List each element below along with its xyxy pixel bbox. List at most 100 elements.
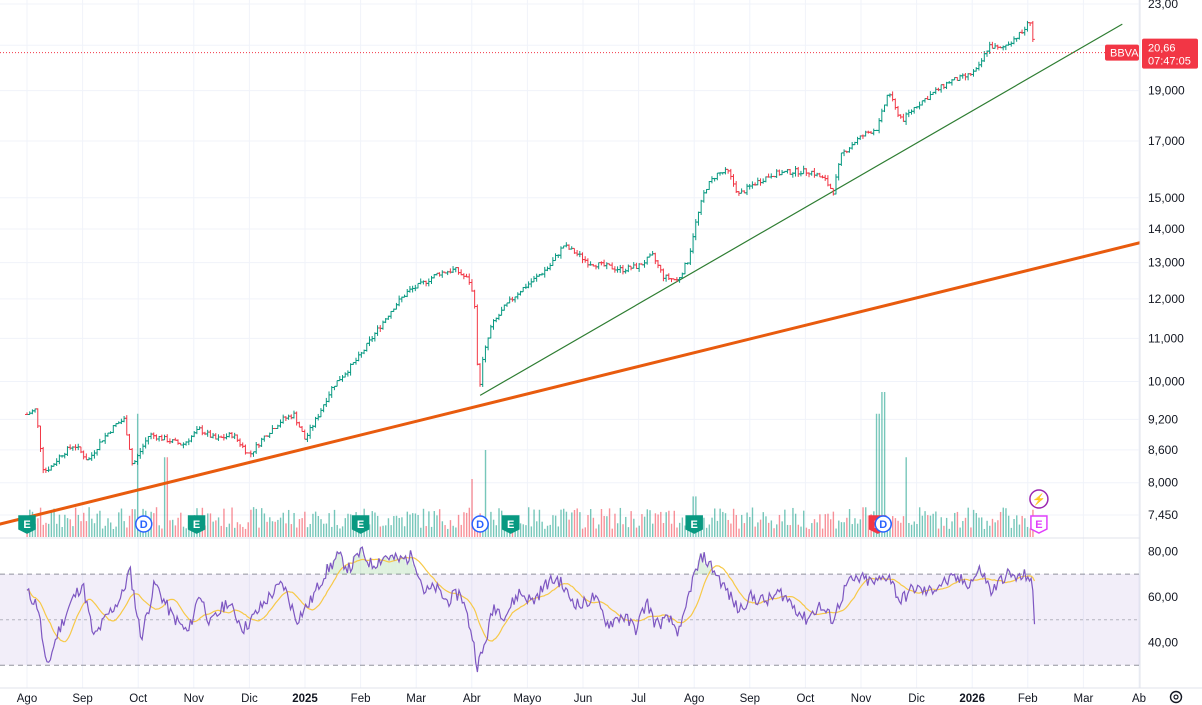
earnings-event-marker[interactable]: E <box>18 515 36 534</box>
rsi-overbought-fill <box>402 558 404 575</box>
volume-bar <box>58 514 61 537</box>
earnings-event-marker[interactable]: E <box>685 515 703 534</box>
price-tick-label: 11,000 <box>1148 331 1184 345</box>
volume-bar <box>989 525 991 537</box>
settings-icon[interactable] <box>1169 690 1183 704</box>
volume-bar <box>225 527 228 537</box>
rsi-overbought-fill <box>410 557 413 575</box>
volume-bar <box>247 522 249 537</box>
rsi-overbought-fill <box>348 571 351 575</box>
volume-bar <box>811 523 813 537</box>
volume-bar <box>816 522 818 537</box>
rsi-overbought-fill <box>702 552 705 575</box>
volume-bar <box>948 528 951 537</box>
rsi-overbought-fill <box>403 555 406 575</box>
volume-bar <box>492 519 495 537</box>
volume-bar <box>409 514 411 537</box>
dividend-event-marker[interactable]: D <box>874 515 892 533</box>
earnings-event-marker[interactable]: E <box>351 515 370 534</box>
rsi-overbought-fill <box>375 566 378 575</box>
rsi-overbought-fill <box>1007 571 1010 575</box>
volume-bar <box>835 528 837 537</box>
volume-bar <box>945 517 948 537</box>
volume-bar <box>376 515 379 537</box>
volume-bar <box>714 508 716 537</box>
dividend-icon <box>471 515 489 533</box>
earnings-event-marker[interactable]: E <box>501 515 520 534</box>
volume-bar <box>339 528 341 537</box>
volume-bar <box>371 511 373 537</box>
price-axis[interactable]: 23,0021,0019,00017,00015,00014,00013,000… <box>1148 0 1185 522</box>
rsi-axis[interactable]: 80,00 60,00 40,00 <box>1148 544 1178 649</box>
volume-bar <box>463 512 465 537</box>
volume-bar <box>441 521 444 537</box>
volume-bar <box>277 519 279 537</box>
rsi-overbought-fill <box>377 558 379 575</box>
rsi-overbought-fill <box>353 554 356 575</box>
volume-bar <box>967 507 969 537</box>
volume-bar <box>565 511 568 537</box>
volume-bar <box>490 511 492 537</box>
price-tick-label: 17,000 <box>1148 134 1185 148</box>
volume-bar <box>571 512 573 537</box>
dividend-event-marker[interactable]: D <box>471 515 489 533</box>
dividend-event-marker[interactable]: D <box>135 515 153 533</box>
volume-bar <box>668 510 670 537</box>
time-tick-label: Mayo <box>513 693 541 705</box>
grid <box>0 0 1140 688</box>
short-term-trendline[interactable] <box>479 23 1123 396</box>
volume-bar <box>323 523 325 537</box>
volume-bar <box>74 507 77 537</box>
volume-bar <box>266 521 268 537</box>
volume-bar <box>374 512 376 537</box>
volume-bar <box>215 520 217 537</box>
volume-bar <box>829 519 832 537</box>
volume-bar <box>1010 527 1013 537</box>
volume-bar <box>56 523 58 537</box>
volume-bar <box>433 511 435 537</box>
rsi-overbought-fill <box>362 554 364 575</box>
volume-bar <box>705 527 708 537</box>
volume-bar <box>77 514 80 537</box>
volume-bar <box>646 509 649 537</box>
volume-bar <box>652 523 654 537</box>
rsi-overbought-fill <box>370 568 373 575</box>
flash-event-marker[interactable]: ⚡ <box>1029 489 1049 509</box>
rsi-overbought-fill <box>407 560 409 575</box>
volume-bar <box>902 516 905 537</box>
volume-bar <box>722 511 724 537</box>
rsi-overbought-fill <box>342 569 344 575</box>
volume-bar <box>495 525 498 537</box>
volume-bar <box>412 513 414 537</box>
volume-bar <box>827 513 829 537</box>
rsi-overbought-fill <box>712 570 715 575</box>
volume-bar <box>927 515 929 537</box>
event-markers[interactable]: EDEEDEEEDE⚡ <box>18 489 1049 534</box>
volume-bar <box>749 517 751 537</box>
earnings-event-marker[interactable]: E <box>187 515 206 534</box>
earnings-upcoming-event-marker[interactable]: E <box>1030 515 1048 534</box>
volume-bar <box>1024 518 1026 537</box>
volume-bar <box>687 527 689 537</box>
rsi-overbought-fill <box>368 557 371 575</box>
volume-bar <box>803 510 805 537</box>
long-term-trendline[interactable] <box>0 239 1156 526</box>
volume-bar <box>447 528 449 537</box>
volume-bar <box>209 513 212 537</box>
volume-bar <box>630 511 632 537</box>
time-axis[interactable]: Ago Sep Oct Nov Dic 2025 Feb Mar Abr Mayo Jun Jul Ag… <box>17 693 1146 705</box>
volume-bar <box>174 525 177 537</box>
volume-bar <box>878 413 880 537</box>
volume-bar <box>678 522 681 537</box>
volume-bar <box>1018 524 1021 537</box>
rsi-overbought-fill <box>343 566 346 575</box>
volume-bar <box>1013 518 1015 537</box>
volume-bar <box>538 509 541 537</box>
volume-bar <box>592 517 595 537</box>
rsi-overbought-fill <box>387 559 389 575</box>
trendlines[interactable] <box>0 23 1156 526</box>
volume-bar <box>554 515 557 537</box>
rsi-overbought-fill <box>365 562 368 575</box>
rsi-overbought-fill <box>705 566 708 575</box>
